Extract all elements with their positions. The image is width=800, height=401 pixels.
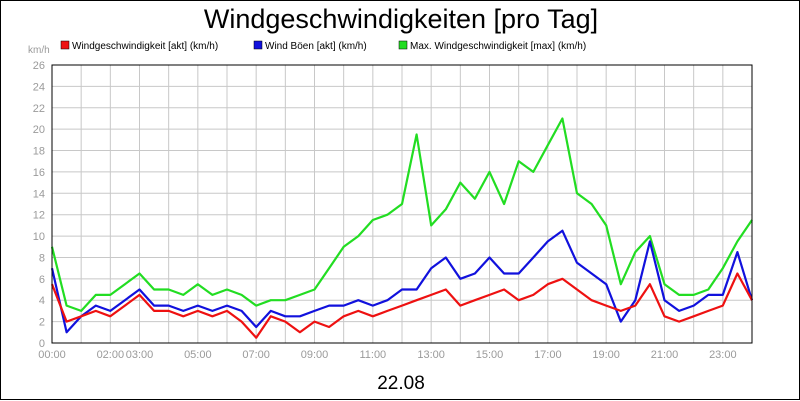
x-tick-label: 07:00 xyxy=(242,349,270,361)
x-tick-label: 09:00 xyxy=(301,349,329,361)
y-tick-label: 10 xyxy=(33,231,45,243)
y-tick-label: 4 xyxy=(39,295,45,307)
y-tick-label: 12 xyxy=(33,210,45,222)
legend: Windgeschwindigkeit [akt] (km/h) Wind Böe… xyxy=(60,40,586,52)
legend-swatch xyxy=(398,40,408,50)
series-line-1 xyxy=(50,229,754,334)
x-axis-label: 22.08 xyxy=(377,373,425,394)
series-line-2 xyxy=(50,117,753,312)
y-tick-label: 14 xyxy=(33,188,45,200)
y-tick-label: 22 xyxy=(33,103,45,115)
y-tick-label: 16 xyxy=(33,167,45,179)
legend-label: Wind Böen [akt] (km/h) xyxy=(265,41,367,52)
x-tick-label: 05:00 xyxy=(184,349,212,361)
legend-swatch xyxy=(253,40,263,50)
x-axis-ticks: 00:00 02:00 03:00 05:00 07:00 09:00 11:00 13:00… xyxy=(38,349,736,361)
x-tick-label: 02:00 xyxy=(97,349,125,361)
plot-border xyxy=(51,64,753,344)
x-tick-label: 00:00 xyxy=(38,349,66,361)
y-axis-unit: km/h xyxy=(28,45,50,56)
x-tick-label: 03:00 xyxy=(126,349,154,361)
chart-title: Windgeschwindigkeiten [pro Tag] xyxy=(204,4,598,34)
x-tick-label: 13:00 xyxy=(417,349,445,361)
x-tick-label: 21:00 xyxy=(651,349,679,361)
x-tick-label: 19:00 xyxy=(592,349,620,361)
y-tick-label: 8 xyxy=(39,252,45,264)
y-tick-label: 24 xyxy=(33,81,45,93)
x-tick-label: 11:00 xyxy=(359,349,386,361)
x-tick-label: 17:00 xyxy=(534,349,562,361)
legend-swatch xyxy=(60,40,70,50)
y-tick-label: 2 xyxy=(39,317,45,329)
y-tick-label: 0 xyxy=(39,338,45,350)
x-tick-label: 23:00 xyxy=(709,349,737,361)
series-layer xyxy=(50,117,754,339)
y-tick-label: 20 xyxy=(33,124,45,136)
y-tick-label: 6 xyxy=(39,274,45,286)
legend-label: Windgeschwindigkeit [akt] (km/h) xyxy=(72,41,218,52)
y-tick-label: 26 xyxy=(33,60,45,72)
legend-label: Max. Windgeschwindigkeit [max] (km/h) xyxy=(410,41,586,52)
x-tick-label: 15:00 xyxy=(476,349,504,361)
y-tick-label: 18 xyxy=(33,146,45,158)
series-line-0 xyxy=(50,272,753,339)
